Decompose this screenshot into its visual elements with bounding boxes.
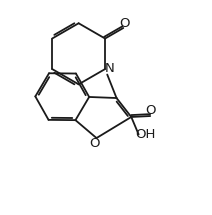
Text: N: N <box>105 62 114 75</box>
Text: O: O <box>90 137 100 150</box>
Text: O: O <box>145 104 155 117</box>
Text: O: O <box>119 17 130 30</box>
Text: OH: OH <box>135 128 155 141</box>
